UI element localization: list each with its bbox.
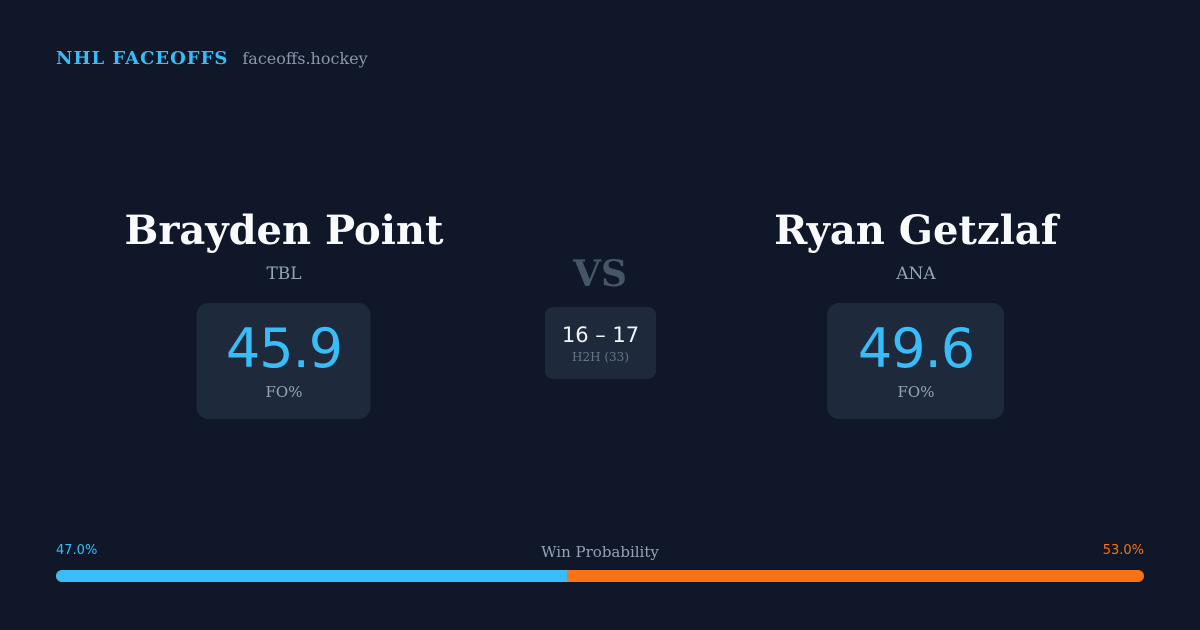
player-team-right: ANA xyxy=(896,264,936,284)
win-probability-labels: 47.0% Win Probability 53.0% xyxy=(56,543,1144,563)
player-name-left: Brayden Point xyxy=(124,207,444,254)
win-probability-left: 47.0% xyxy=(56,543,98,558)
head-to-head-card: 16 – 17 H2H (33) xyxy=(545,307,656,379)
h2h-label: H2H (33) xyxy=(571,350,629,364)
win-probability-title: Win Probability xyxy=(541,543,659,561)
stat-card-right: 49.6 FO% xyxy=(827,303,1005,419)
player-name-right: Ryan Getzlaf xyxy=(774,207,1058,254)
player-card-right: Ryan Getzlaf ANA 49.6 FO% xyxy=(774,205,1058,419)
stat-value-right: 49.6 xyxy=(857,317,975,380)
stat-label-left: FO% xyxy=(265,383,303,401)
win-probability-fill-left xyxy=(56,570,568,582)
player-card-left: Brayden Point TBL 45.9 FO% xyxy=(124,205,444,419)
stat-label-right: FO% xyxy=(897,383,935,401)
brand-title: NHL FACEOFFS xyxy=(56,48,229,69)
stat-value-left: 45.9 xyxy=(225,317,343,380)
versus-label: VS xyxy=(573,253,627,295)
brand-header: NHL FACEOFFS faceoffs.hockey xyxy=(56,48,368,69)
player-team-left: TBL xyxy=(266,264,302,284)
stat-card-left: 45.9 FO% xyxy=(197,303,371,419)
brand-site: faceoffs.hockey xyxy=(242,49,368,68)
win-probability-right: 53.0% xyxy=(1102,543,1144,558)
win-probability-bar xyxy=(56,570,1144,582)
h2h-score: 16 – 17 xyxy=(561,323,640,347)
